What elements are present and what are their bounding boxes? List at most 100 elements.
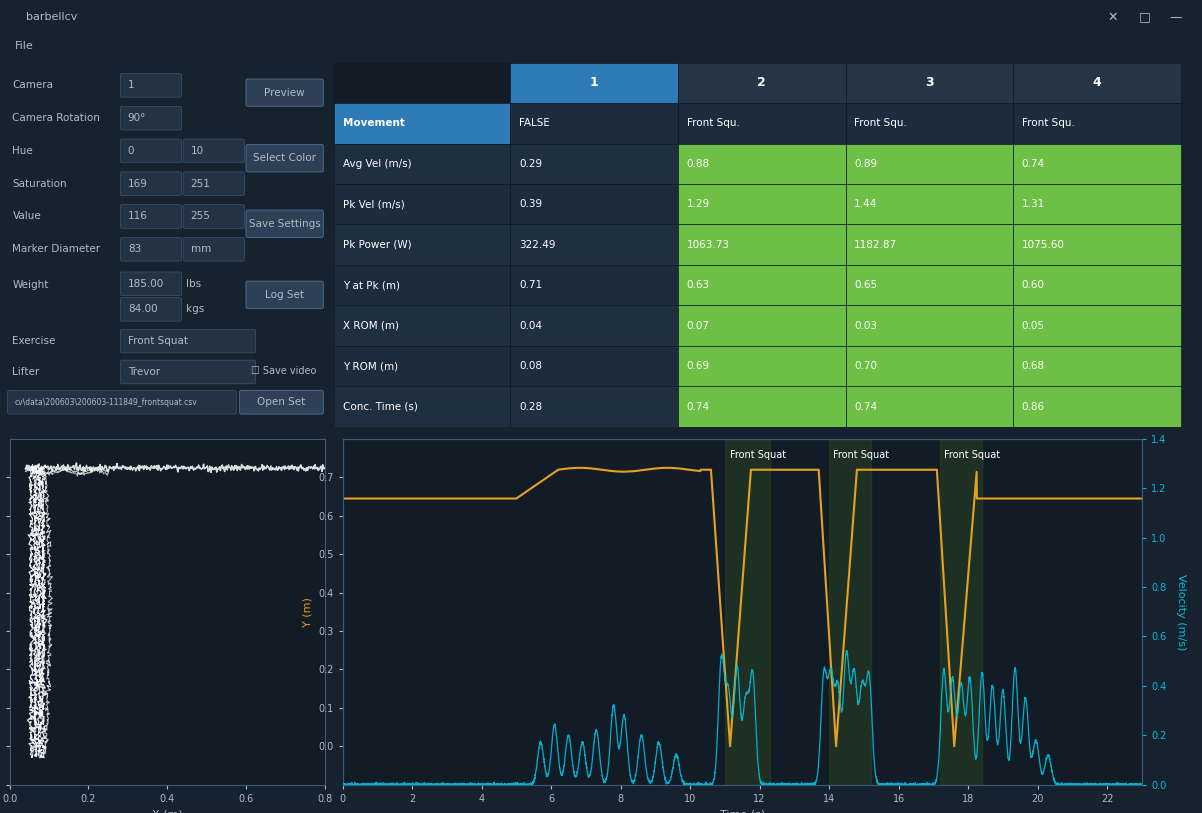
FancyBboxPatch shape bbox=[7, 390, 237, 414]
Text: 1182.87: 1182.87 bbox=[855, 240, 897, 250]
Text: Weight: Weight bbox=[12, 280, 49, 289]
Text: Value: Value bbox=[12, 211, 41, 221]
Bar bbox=[678, 103, 845, 144]
Bar bbox=[845, 144, 1013, 184]
Bar bbox=[511, 386, 678, 427]
Bar bbox=[678, 224, 845, 265]
Bar bbox=[334, 184, 511, 224]
Bar bbox=[845, 63, 1013, 103]
Text: barbellcv: barbellcv bbox=[26, 12, 78, 22]
Text: Lifter: Lifter bbox=[12, 367, 40, 377]
Bar bbox=[678, 346, 845, 386]
Bar bbox=[1013, 144, 1180, 184]
FancyBboxPatch shape bbox=[246, 210, 323, 237]
Text: X ROM (m): X ROM (m) bbox=[343, 320, 399, 331]
FancyBboxPatch shape bbox=[246, 281, 323, 308]
X-axis label: X (m): X (m) bbox=[151, 809, 183, 813]
Bar bbox=[334, 346, 511, 386]
Bar bbox=[334, 63, 511, 103]
Text: Front Squ.: Front Squ. bbox=[855, 119, 908, 128]
Text: 0.89: 0.89 bbox=[855, 159, 877, 169]
Bar bbox=[1013, 386, 1180, 427]
Bar bbox=[511, 63, 678, 103]
Text: 0.74: 0.74 bbox=[855, 402, 877, 411]
Bar bbox=[511, 346, 678, 386]
Text: ☐ Save video: ☐ Save video bbox=[251, 367, 316, 376]
Text: Saturation: Saturation bbox=[12, 179, 67, 189]
Text: Front Squat: Front Squat bbox=[730, 450, 786, 460]
Text: 0.70: 0.70 bbox=[855, 361, 877, 371]
Text: 0.28: 0.28 bbox=[519, 402, 542, 411]
Text: 116: 116 bbox=[127, 211, 148, 221]
Text: Y ROM (m): Y ROM (m) bbox=[343, 361, 398, 371]
Text: 0.69: 0.69 bbox=[686, 361, 709, 371]
Text: 83: 83 bbox=[127, 244, 141, 254]
Text: 1: 1 bbox=[127, 80, 135, 90]
FancyBboxPatch shape bbox=[239, 390, 323, 414]
Text: 0.08: 0.08 bbox=[519, 361, 542, 371]
FancyBboxPatch shape bbox=[246, 145, 323, 172]
Text: ✕: ✕ bbox=[1108, 11, 1118, 24]
Text: 322.49: 322.49 bbox=[519, 240, 555, 250]
Bar bbox=[334, 144, 511, 184]
Bar bbox=[334, 265, 511, 306]
Text: 0.07: 0.07 bbox=[686, 320, 709, 331]
Text: 0.74: 0.74 bbox=[686, 402, 709, 411]
Bar bbox=[678, 144, 845, 184]
Text: 1.29: 1.29 bbox=[686, 199, 709, 209]
Bar bbox=[1013, 306, 1180, 346]
Bar bbox=[511, 224, 678, 265]
Text: 3: 3 bbox=[926, 76, 934, 89]
Text: 0.88: 0.88 bbox=[686, 159, 709, 169]
FancyBboxPatch shape bbox=[120, 298, 182, 321]
Bar bbox=[1013, 103, 1180, 144]
FancyBboxPatch shape bbox=[246, 79, 323, 107]
Text: 0: 0 bbox=[127, 146, 135, 156]
Text: Front Squat: Front Squat bbox=[944, 450, 1000, 460]
FancyBboxPatch shape bbox=[120, 329, 256, 353]
Text: 2: 2 bbox=[757, 76, 766, 89]
Text: Pk Power (W): Pk Power (W) bbox=[343, 240, 411, 250]
FancyBboxPatch shape bbox=[120, 73, 182, 98]
Text: 0.86: 0.86 bbox=[1022, 402, 1045, 411]
Bar bbox=[334, 306, 511, 346]
Text: Camera Rotation: Camera Rotation bbox=[12, 113, 100, 123]
Text: 185.00: 185.00 bbox=[127, 279, 163, 289]
Text: 1.44: 1.44 bbox=[855, 199, 877, 209]
Bar bbox=[1013, 346, 1180, 386]
Bar bbox=[1013, 224, 1180, 265]
Bar bbox=[678, 265, 845, 306]
FancyBboxPatch shape bbox=[183, 205, 244, 228]
Text: 0.03: 0.03 bbox=[855, 320, 877, 331]
Text: 84.00: 84.00 bbox=[127, 304, 157, 315]
FancyBboxPatch shape bbox=[120, 272, 182, 296]
Text: Avg Vel (m/s): Avg Vel (m/s) bbox=[343, 159, 411, 169]
Bar bbox=[678, 63, 845, 103]
Text: 251: 251 bbox=[191, 179, 210, 189]
Bar bbox=[845, 224, 1013, 265]
Text: Save Settings: Save Settings bbox=[249, 219, 321, 228]
Text: 0.65: 0.65 bbox=[855, 280, 877, 290]
Bar bbox=[845, 386, 1013, 427]
Text: 10: 10 bbox=[191, 146, 203, 156]
Text: FALSE: FALSE bbox=[519, 119, 549, 128]
Text: Front Squ.: Front Squ. bbox=[686, 119, 739, 128]
Bar bbox=[678, 306, 845, 346]
Bar bbox=[334, 103, 511, 144]
Bar bbox=[845, 346, 1013, 386]
FancyBboxPatch shape bbox=[183, 139, 244, 163]
FancyBboxPatch shape bbox=[183, 237, 244, 261]
Bar bbox=[1013, 265, 1180, 306]
Text: Camera: Camera bbox=[12, 80, 53, 90]
Bar bbox=[678, 184, 845, 224]
Text: mm: mm bbox=[191, 244, 210, 254]
FancyBboxPatch shape bbox=[120, 139, 182, 163]
FancyBboxPatch shape bbox=[120, 205, 182, 228]
Text: Conc. Time (s): Conc. Time (s) bbox=[343, 402, 417, 411]
Bar bbox=[1013, 63, 1180, 103]
Text: Select Color: Select Color bbox=[254, 153, 316, 163]
Text: Front Squat: Front Squat bbox=[127, 336, 188, 346]
Text: 0.60: 0.60 bbox=[1022, 280, 1045, 290]
Text: cv\data\200603\200603-111849_frontsquat.csv: cv\data\200603\200603-111849_frontsquat.… bbox=[16, 398, 198, 406]
Text: Pk Vel (m/s): Pk Vel (m/s) bbox=[343, 199, 405, 209]
